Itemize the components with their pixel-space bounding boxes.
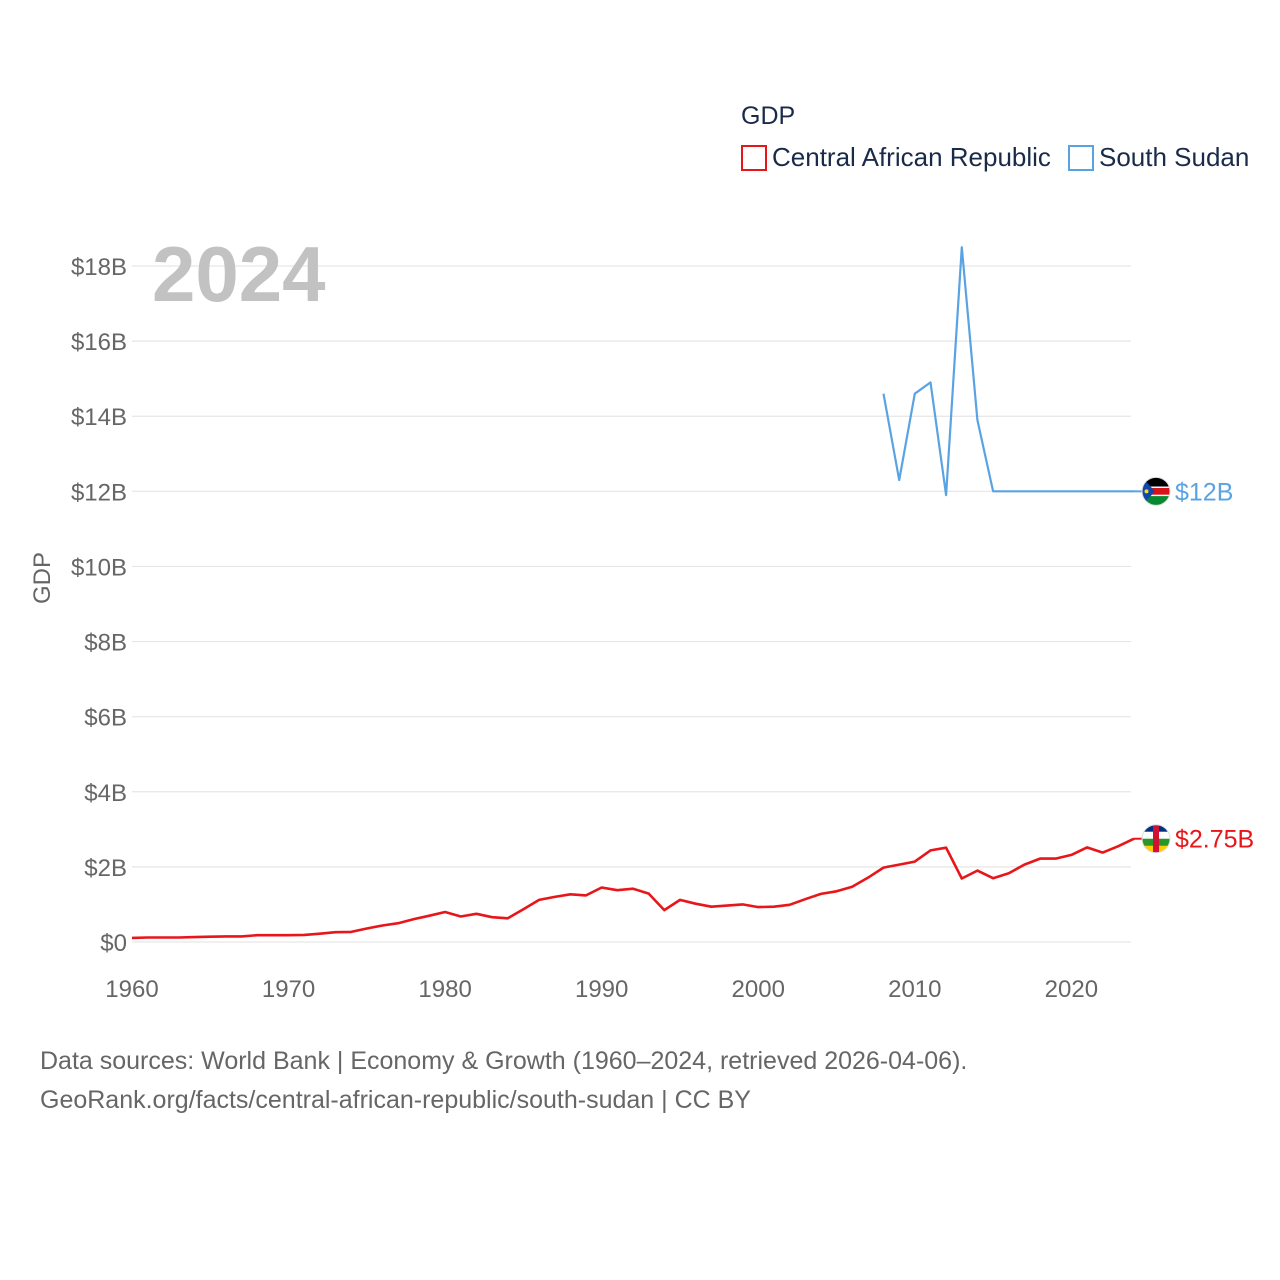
flag-icon-central-african-republic (1141, 824, 1171, 854)
year-watermark: 2024 (152, 230, 326, 318)
end-value-label-south-sudan: $12B (1175, 478, 1233, 506)
x-tick-label: 2010 (888, 976, 941, 1003)
y-tick-label: $14B (71, 404, 127, 431)
y-tick-label: $10B (71, 554, 127, 581)
legend-title: GDP (741, 102, 795, 130)
y-axis-ticks: $0 $2B $4B $6B $8B $10B $12B $14B $16B $18B (71, 254, 127, 957)
legend-swatch-central-african-republic (741, 145, 767, 171)
footer: Data sources: World Bank | Economy & Gro… (40, 1042, 967, 1120)
footer-sources: Data sources: World Bank | Economy & Gro… (40, 1047, 968, 1075)
y-tick-label: $0 (100, 930, 127, 957)
x-tick-label: 1980 (418, 976, 471, 1003)
x-tick-label: 2020 (1045, 976, 1098, 1003)
x-tick-label: 2000 (732, 976, 785, 1003)
x-axis-ticks: 1960 1970 1980 1990 2000 2010 2020 (105, 976, 1098, 1003)
y-tick-label: $2B (84, 855, 127, 882)
legend-item-central-african-republic[interactable]: Central African Republic (741, 142, 1051, 172)
flag-icon-south-sudan (1141, 476, 1171, 506)
gdp-line-chart: GDP Central African Republic South Sudan… (29, 102, 1254, 1003)
series-line-central-african-republic (131, 837, 1135, 940)
legend-label-central-african-republic: Central African Republic (772, 142, 1051, 172)
x-tick-label: 1960 (105, 976, 158, 1003)
y-axis-label: GDP (29, 552, 56, 604)
end-value-label-central-african-republic: $2.75B (1175, 826, 1254, 854)
x-tick-label: 1990 (575, 976, 628, 1003)
y-tick-label: $12B (71, 479, 127, 506)
footer-link[interactable]: GeoRank.org/facts/central-african-republ… (40, 1086, 751, 1114)
gridlines (132, 265, 1131, 943)
y-tick-label: $18B (71, 254, 127, 281)
end-markers: $2.75B $12B (1141, 476, 1254, 854)
y-tick-label: $16B (71, 329, 127, 356)
y-tick-label: $4B (84, 780, 127, 807)
legend-item-south-sudan[interactable]: South Sudan (1068, 142, 1249, 172)
series-line-south-sudan (882, 246, 1134, 497)
y-tick-label: $8B (84, 630, 127, 657)
legend-label-south-sudan: South Sudan (1099, 142, 1249, 172)
y-tick-label: $6B (84, 705, 127, 732)
x-tick-label: 1970 (262, 976, 315, 1003)
series-lines (131, 246, 1142, 940)
legend-swatch-south-sudan (1068, 145, 1094, 171)
